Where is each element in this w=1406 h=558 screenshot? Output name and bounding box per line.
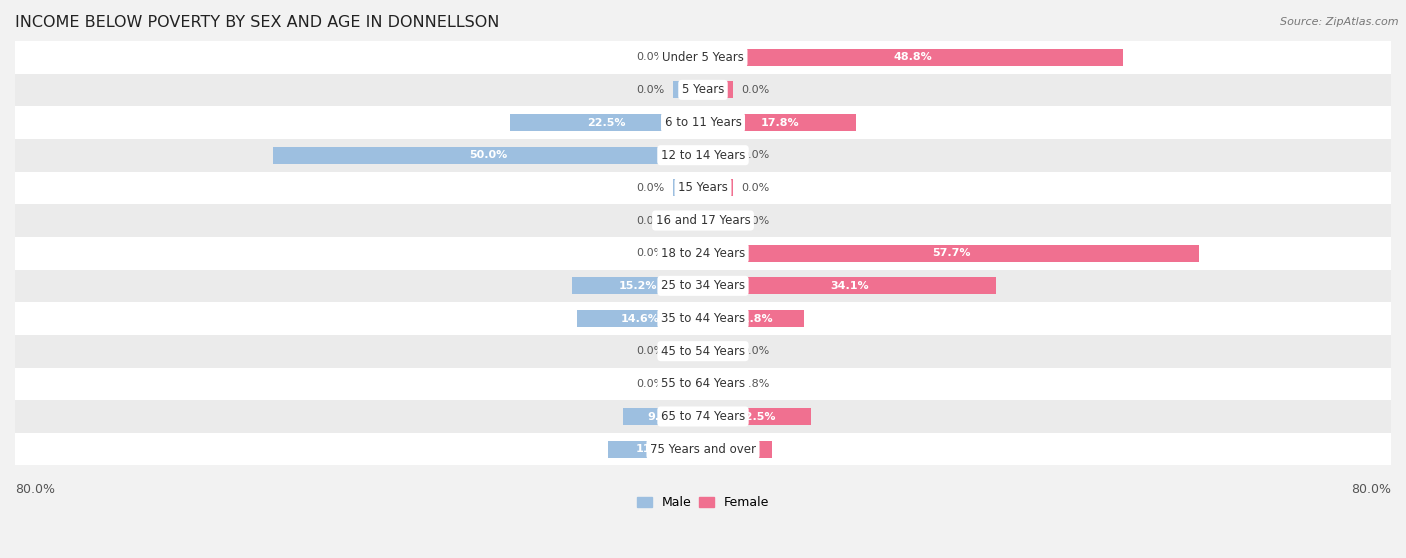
- Text: 6 to 11 Years: 6 to 11 Years: [665, 116, 741, 129]
- Text: 34.1%: 34.1%: [831, 281, 869, 291]
- Text: 55 to 64 Years: 55 to 64 Years: [661, 377, 745, 391]
- Bar: [673, 343, 703, 360]
- Text: 12.5%: 12.5%: [738, 411, 776, 421]
- Text: 8.0%: 8.0%: [723, 444, 752, 454]
- Text: 11.1%: 11.1%: [636, 444, 675, 454]
- Text: 22.5%: 22.5%: [586, 118, 626, 128]
- Bar: [703, 343, 733, 360]
- Text: 1.8%: 1.8%: [742, 379, 770, 389]
- Text: 11.8%: 11.8%: [734, 314, 773, 324]
- Bar: [673, 376, 703, 392]
- Bar: [703, 376, 733, 392]
- Text: 65 to 74 Years: 65 to 74 Years: [661, 410, 745, 423]
- Text: 0.0%: 0.0%: [742, 346, 770, 356]
- Text: INCOME BELOW POVERTY BY SEX AND AGE IN DONNELLSON: INCOME BELOW POVERTY BY SEX AND AGE IN D…: [15, 15, 499, 30]
- Bar: [673, 245, 703, 262]
- Bar: [703, 245, 1199, 262]
- Text: 50.0%: 50.0%: [468, 150, 508, 160]
- Bar: [623, 408, 703, 425]
- Bar: [673, 212, 703, 229]
- Legend: Male, Female: Male, Female: [631, 492, 775, 514]
- Bar: [509, 114, 703, 131]
- Bar: [15, 74, 1391, 106]
- Text: 0.0%: 0.0%: [636, 215, 664, 225]
- Text: 75 Years and over: 75 Years and over: [650, 442, 756, 456]
- Bar: [15, 204, 1391, 237]
- Bar: [15, 270, 1391, 302]
- Bar: [673, 179, 703, 196]
- Bar: [703, 114, 856, 131]
- Text: 0.0%: 0.0%: [742, 150, 770, 160]
- Bar: [703, 81, 733, 98]
- Bar: [15, 400, 1391, 433]
- Bar: [273, 147, 703, 163]
- Bar: [703, 441, 772, 458]
- Bar: [703, 179, 733, 196]
- Text: 16 and 17 Years: 16 and 17 Years: [655, 214, 751, 227]
- Bar: [703, 408, 810, 425]
- Text: Source: ZipAtlas.com: Source: ZipAtlas.com: [1281, 17, 1399, 27]
- Bar: [15, 335, 1391, 368]
- Bar: [703, 212, 733, 229]
- Text: 0.0%: 0.0%: [636, 248, 664, 258]
- Bar: [703, 310, 804, 327]
- Text: 0.0%: 0.0%: [742, 215, 770, 225]
- Bar: [15, 171, 1391, 204]
- Bar: [15, 139, 1391, 171]
- Text: 5 Years: 5 Years: [682, 83, 724, 97]
- Text: 0.0%: 0.0%: [742, 85, 770, 95]
- Text: 0.0%: 0.0%: [636, 183, 664, 193]
- Text: 12 to 14 Years: 12 to 14 Years: [661, 148, 745, 162]
- Bar: [673, 81, 703, 98]
- Bar: [703, 147, 733, 163]
- Text: 0.0%: 0.0%: [636, 346, 664, 356]
- Text: 0.0%: 0.0%: [636, 85, 664, 95]
- Text: 35 to 44 Years: 35 to 44 Years: [661, 312, 745, 325]
- Bar: [578, 310, 703, 327]
- Bar: [703, 49, 1122, 66]
- Text: 0.0%: 0.0%: [636, 52, 664, 62]
- Text: 80.0%: 80.0%: [1351, 483, 1391, 497]
- Bar: [703, 277, 997, 295]
- Bar: [15, 106, 1391, 139]
- Text: 80.0%: 80.0%: [15, 483, 55, 497]
- Bar: [673, 49, 703, 66]
- Text: 48.8%: 48.8%: [893, 52, 932, 62]
- Text: 45 to 54 Years: 45 to 54 Years: [661, 345, 745, 358]
- Bar: [15, 302, 1391, 335]
- Bar: [607, 441, 703, 458]
- Text: 15.2%: 15.2%: [619, 281, 657, 291]
- Text: Under 5 Years: Under 5 Years: [662, 51, 744, 64]
- Text: 9.3%: 9.3%: [648, 411, 679, 421]
- Bar: [15, 41, 1391, 74]
- Text: 17.8%: 17.8%: [761, 118, 799, 128]
- Text: 18 to 24 Years: 18 to 24 Years: [661, 247, 745, 259]
- Bar: [572, 277, 703, 295]
- Text: 14.6%: 14.6%: [621, 314, 659, 324]
- Bar: [15, 237, 1391, 270]
- Text: 0.0%: 0.0%: [636, 379, 664, 389]
- Text: 0.0%: 0.0%: [742, 183, 770, 193]
- Text: 57.7%: 57.7%: [932, 248, 970, 258]
- Text: 25 to 34 Years: 25 to 34 Years: [661, 280, 745, 292]
- Bar: [15, 368, 1391, 400]
- Bar: [15, 433, 1391, 465]
- Text: 15 Years: 15 Years: [678, 181, 728, 194]
